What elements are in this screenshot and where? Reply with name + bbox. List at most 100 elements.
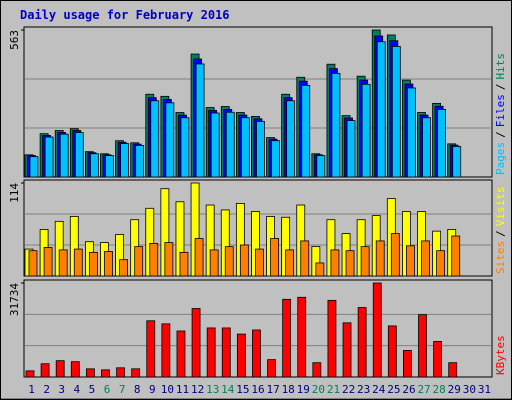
bar [316, 155, 326, 178]
x-tick-label: 13 [206, 383, 219, 396]
x-tick-label: 31 [478, 383, 491, 396]
x-tick-label: 17 [266, 383, 279, 396]
bar [165, 102, 175, 178]
bar [297, 296, 307, 378]
bar [224, 246, 234, 277]
bar [180, 117, 190, 178]
bar [360, 246, 370, 277]
x-tick-label: 21 [327, 383, 340, 396]
bar [239, 244, 249, 277]
bar [28, 250, 38, 277]
bar [210, 112, 220, 178]
bar [134, 246, 144, 277]
bar [418, 314, 427, 378]
legend-entry: Sites [494, 241, 507, 274]
bar [282, 298, 292, 378]
x-tick-label: 1 [28, 383, 35, 396]
bar [436, 250, 446, 277]
bar [131, 368, 141, 378]
chart-title: Daily usage for February 2016 [20, 8, 230, 22]
bar [267, 359, 276, 378]
x-tick-label: 28 [433, 383, 446, 396]
bar [194, 238, 204, 277]
bar [300, 240, 310, 277]
legend-entry: Hits [494, 53, 507, 80]
bar [327, 299, 337, 378]
x-tick-label: 7 [119, 383, 126, 396]
x-tick-label: 12 [191, 383, 204, 396]
legend-entry: Visits [494, 187, 507, 227]
bar [406, 245, 415, 277]
x-tick-label: 8 [134, 383, 141, 396]
bar [421, 240, 430, 277]
bar [391, 46, 401, 178]
x-tick-label: 16 [251, 383, 264, 396]
bar [116, 367, 125, 378]
bar [448, 362, 458, 378]
legend-entry: KBytes [494, 335, 507, 375]
legend-separator: / [494, 230, 507, 237]
bar [285, 249, 295, 277]
bar [88, 251, 98, 277]
bar [85, 368, 95, 378]
bar [236, 333, 246, 378]
x-tick-label: 14 [221, 383, 235, 396]
bar [345, 250, 355, 277]
bar [135, 145, 145, 178]
bar [161, 323, 171, 378]
x-tick-label: 10 [161, 383, 174, 396]
bar [315, 262, 325, 277]
bar [256, 120, 265, 178]
legend-separator: / [494, 84, 507, 91]
legend-entry: Files [494, 94, 507, 127]
legend-separator: / [494, 131, 507, 138]
bar [403, 350, 412, 378]
bar [149, 242, 159, 277]
bar [120, 143, 129, 178]
bar [301, 84, 311, 178]
bar [73, 248, 83, 277]
legend-entry: Pages [494, 142, 507, 175]
legend: Pages / Files / Hits [494, 53, 507, 175]
bar [29, 156, 39, 178]
y-tick-label: 563 [8, 30, 21, 50]
bar [451, 235, 461, 277]
bar [252, 329, 261, 378]
bar [437, 108, 447, 178]
x-tick-label: 6 [104, 383, 111, 396]
x-tick-label: 30 [463, 383, 476, 396]
bar [206, 327, 216, 378]
bar [25, 370, 35, 378]
y-tick-label: 114 [8, 183, 21, 203]
bar [422, 117, 431, 178]
bar [375, 240, 385, 277]
x-tick-label: 29 [448, 383, 461, 396]
bar [221, 327, 231, 378]
bar [225, 111, 235, 178]
x-tick-label: 9 [149, 383, 156, 396]
bar [433, 341, 443, 378]
bar [361, 83, 371, 178]
bar [43, 247, 53, 277]
x-tick-label: 15 [236, 383, 249, 396]
bar [150, 100, 160, 178]
x-tick-label: 27 [417, 383, 430, 396]
bar [271, 140, 280, 178]
bar [44, 136, 54, 178]
bar [119, 259, 128, 277]
bar [240, 117, 250, 178]
bar [357, 307, 367, 378]
bar [342, 322, 352, 378]
bar [312, 362, 322, 378]
bar [255, 248, 264, 277]
bar [330, 249, 340, 277]
bar [387, 325, 397, 378]
bar [407, 87, 416, 178]
x-tick-label: 25 [387, 383, 400, 396]
bar [209, 249, 219, 277]
bar [286, 100, 296, 178]
x-tick-label: 19 [297, 383, 310, 396]
bar [59, 133, 69, 178]
bar [331, 72, 341, 178]
